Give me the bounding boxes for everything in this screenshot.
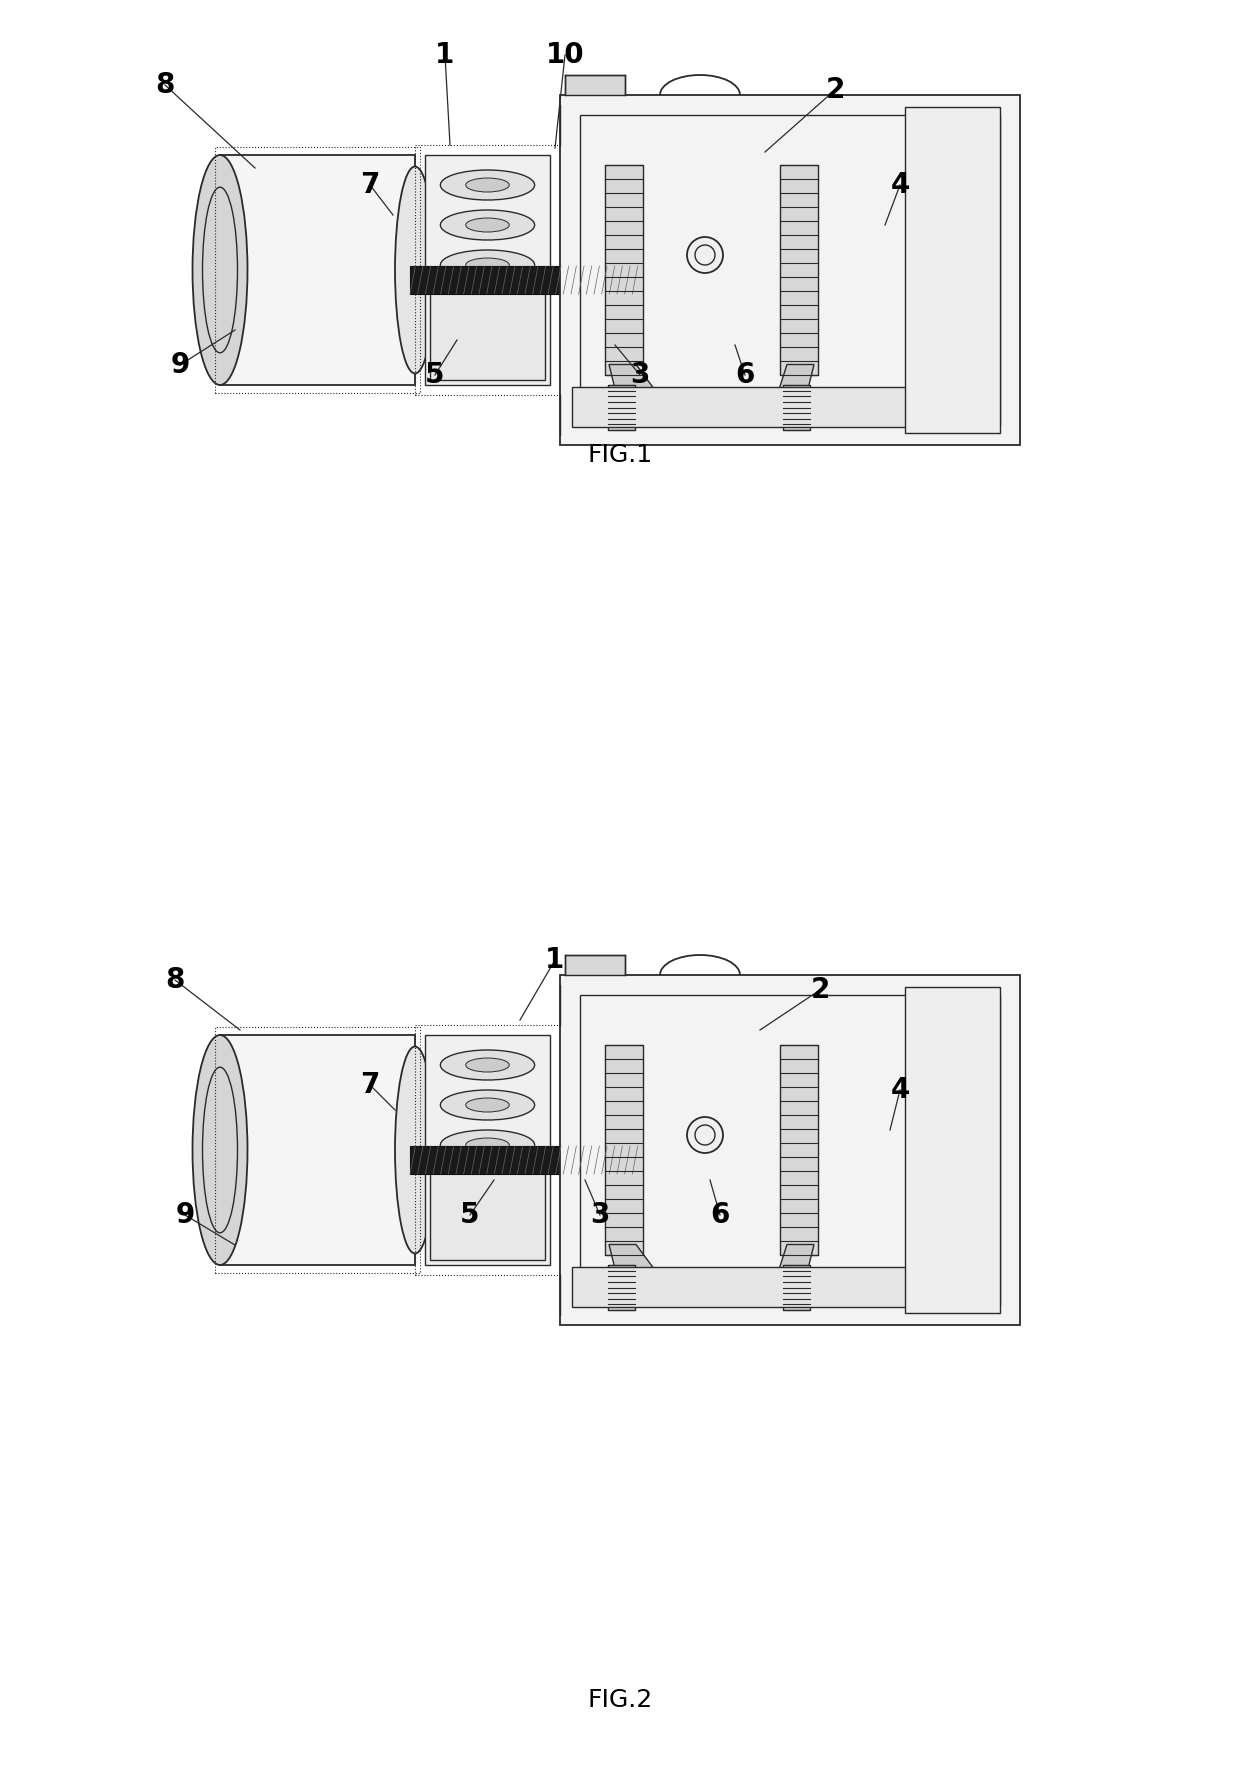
Text: 9: 9 (175, 1202, 195, 1228)
Polygon shape (565, 955, 625, 974)
Ellipse shape (396, 1046, 435, 1253)
Ellipse shape (192, 1035, 248, 1264)
Circle shape (687, 1118, 723, 1153)
Text: 5: 5 (460, 1202, 480, 1228)
Polygon shape (905, 107, 999, 433)
Ellipse shape (440, 250, 534, 281)
Polygon shape (608, 384, 635, 429)
Polygon shape (774, 365, 813, 406)
Polygon shape (560, 974, 1021, 1325)
Polygon shape (605, 1044, 644, 1255)
Circle shape (687, 238, 723, 274)
Polygon shape (609, 365, 666, 406)
Ellipse shape (466, 257, 510, 272)
Text: 1: 1 (435, 41, 455, 70)
Polygon shape (219, 156, 415, 384)
Text: 6: 6 (735, 361, 755, 390)
Text: 10: 10 (546, 41, 584, 70)
Polygon shape (782, 1264, 810, 1311)
Ellipse shape (466, 1137, 510, 1151)
Ellipse shape (440, 1050, 534, 1080)
Polygon shape (410, 1146, 640, 1175)
Text: 2: 2 (826, 77, 844, 104)
Text: 4: 4 (890, 172, 910, 198)
Polygon shape (605, 164, 644, 375)
Text: 1: 1 (546, 946, 564, 974)
Polygon shape (609, 1244, 666, 1286)
Text: 4: 4 (890, 1076, 910, 1103)
Polygon shape (782, 384, 810, 429)
Ellipse shape (440, 1130, 534, 1160)
Ellipse shape (396, 166, 435, 374)
Text: 2: 2 (810, 976, 830, 1005)
Text: 7: 7 (361, 1071, 379, 1100)
Polygon shape (425, 1035, 551, 1264)
Polygon shape (430, 1173, 546, 1261)
Text: 5: 5 (425, 361, 445, 390)
Ellipse shape (440, 170, 534, 200)
Text: 3: 3 (630, 361, 650, 390)
Text: 3: 3 (590, 1202, 610, 1228)
Text: 8: 8 (155, 72, 175, 98)
Polygon shape (572, 386, 988, 427)
Text: FIG.2: FIG.2 (588, 1688, 652, 1711)
Polygon shape (219, 1035, 415, 1264)
Ellipse shape (192, 156, 248, 384)
Text: 9: 9 (170, 350, 190, 379)
Ellipse shape (440, 1091, 534, 1119)
Ellipse shape (466, 1098, 510, 1112)
Text: 7: 7 (361, 172, 379, 198)
Polygon shape (565, 75, 625, 95)
Polygon shape (572, 1268, 988, 1307)
Polygon shape (425, 156, 551, 384)
Polygon shape (560, 95, 1021, 445)
Polygon shape (905, 987, 999, 1312)
Ellipse shape (466, 218, 510, 232)
Ellipse shape (440, 209, 534, 240)
Polygon shape (608, 1264, 635, 1311)
Ellipse shape (466, 179, 510, 191)
Polygon shape (780, 164, 818, 375)
Polygon shape (780, 1044, 818, 1255)
Polygon shape (410, 266, 640, 293)
Polygon shape (774, 1244, 813, 1286)
Text: 8: 8 (165, 966, 185, 994)
Polygon shape (430, 293, 546, 381)
Ellipse shape (466, 1058, 510, 1073)
Text: 6: 6 (711, 1202, 729, 1228)
Text: FIG.1: FIG.1 (588, 443, 652, 467)
